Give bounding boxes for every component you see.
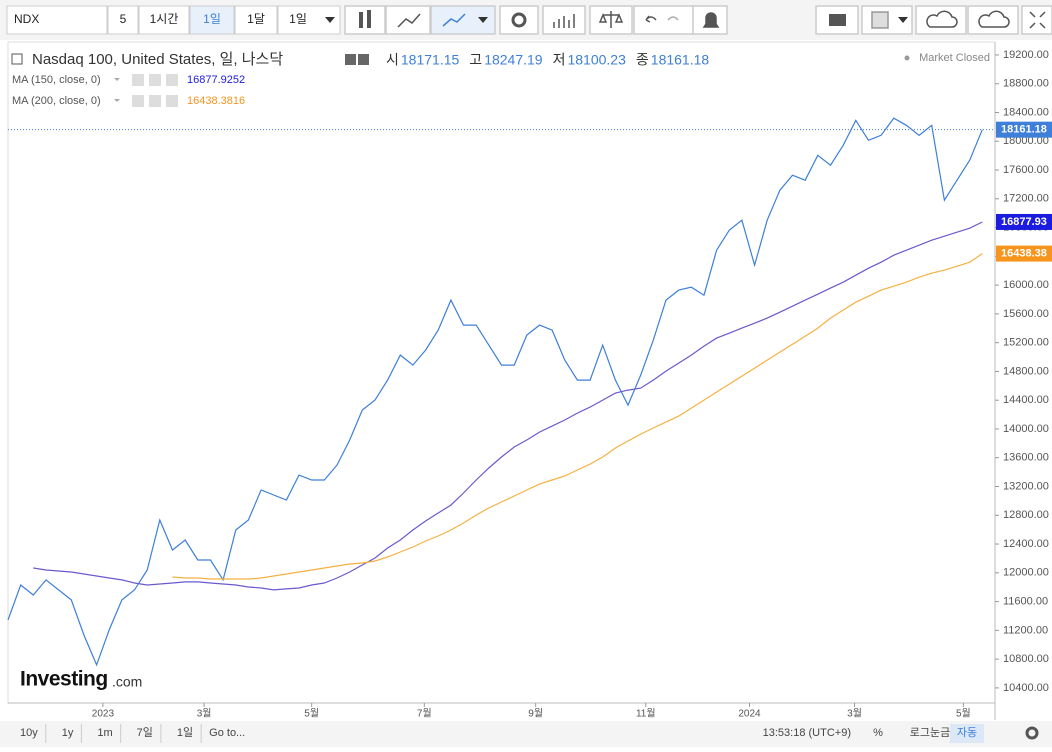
y-tick-label: 18000.00 [1003,135,1049,147]
price-tag-label: 16877.93 [1001,216,1047,228]
logo-suffix: .com [112,674,142,690]
dropdown-arrow [325,17,335,23]
y-tick-label: 11200.00 [1003,624,1048,636]
y-tick-label: 14000.00 [1003,423,1049,435]
y-tick-label: 10400.00 [1003,682,1049,694]
chart-title: Nasdaq 100, United States, 일, 나스닥 [32,51,283,68]
price-tag-label: 16438.38 [1001,247,1047,259]
ma-icon [132,95,144,107]
y-tick-label: 17200.00 [1003,193,1049,205]
ma-name: MA (200, close, 0) [12,95,101,107]
y-tick-label: 15600.00 [1003,308,1049,320]
range-button[interactable]: 7일 [137,725,153,739]
chart-interval-text: 1일 [289,12,307,26]
interval-active: 1일 [203,12,221,26]
ma-value: 16877.9252 [187,74,245,86]
ohlc-label: 저 [553,52,566,68]
interval-month: 1달 [247,12,265,26]
ma-icon [166,74,178,86]
y-tick-label: 18400.00 [1003,106,1049,118]
y-tick-label: 14400.00 [1003,394,1049,406]
price-tag [996,213,1052,230]
ma-icon [132,74,144,86]
settings-icon [1025,726,1039,740]
ma-icon [149,74,161,86]
y-tick-label: 14800.00 [1003,365,1049,377]
auto-bg [950,724,984,743]
interval-input[interactable] [107,5,139,35]
ohlc-value: 18171.15 [401,52,460,68]
ohlc-label: 시 [386,52,399,68]
y-tick-label: 17600.00 [1003,164,1049,176]
series-line [33,221,983,591]
ohlc-value: 18161.18 [651,52,710,68]
range-button[interactable]: 1m [97,727,112,739]
y-tick-label: 13200.00 [1003,480,1049,492]
ma-name: MA (150, close, 0) [12,74,101,86]
price-tag-label: 18161.18 [1001,124,1047,136]
logo: Investing [20,668,108,691]
interval-btn[interactable] [138,5,190,35]
x-tick-label: 3월 [197,708,212,720]
ohlc-label: 고 [469,52,482,68]
interval-btn[interactable] [234,5,278,35]
ma-icon [166,95,178,107]
y-tick-label: 19200.00 [1003,49,1049,61]
x-tick-label: 5월 [956,708,971,720]
goto[interactable]: Go to... [209,727,245,739]
symbol: NDX [14,12,39,26]
tool-icons [344,5,1052,35]
y-tick-label: 18800.00 [1003,78,1049,90]
x-tick-label: 5월 [304,708,319,720]
y-tick-label: 16000.00 [1003,279,1049,291]
y-tick-label: 12400.00 [1003,538,1049,550]
percent-toggle[interactable]: % [873,727,883,739]
y-tick-label: 13600.00 [1003,452,1049,464]
ohlc-label: 종 [636,52,649,68]
x-tick-label: 2024 [738,709,761,720]
collapse-icon[interactable] [11,53,23,65]
status-dot [904,55,910,61]
price-tag [996,121,1052,138]
x-tick-label: 3월 [847,708,862,720]
interval-input-text: 5 [120,12,127,26]
auto-toggle[interactable]: 자동 [957,726,977,739]
ma-dropdown [114,99,120,102]
x-tick-label: 11월 [636,708,656,720]
x-tick-label: 2023 [92,709,115,720]
series-line [7,117,983,667]
range-button[interactable]: 10y [20,727,38,739]
interval-unit: 1시간 [150,12,179,26]
eye-icon [345,54,356,65]
ma-dropdown [114,78,120,81]
gear-icon [358,54,369,65]
plot-area [7,41,996,704]
y-tick-label: 10800.00 [1003,653,1049,665]
series-line [172,253,983,580]
ohlc-value: 18100.23 [567,52,626,68]
range-button[interactable]: 1y [62,727,74,739]
y-tick-label: 11600.00 [1003,595,1048,607]
y-tick-label: 12800.00 [1003,509,1049,521]
y-tick-label: 12000.00 [1003,567,1049,579]
x-tick-label: 9월 [528,708,543,720]
symbol-box[interactable] [6,5,108,35]
bottom-bar [0,721,1052,747]
y-tick-label: 15200.00 [1003,337,1049,349]
market-status: Market Closed [919,52,990,64]
ohlc-value: 18247.19 [484,52,543,68]
price-tag [996,245,1052,262]
log-toggle[interactable]: 로그눈금 [910,726,950,739]
x-tick-label: 7월 [417,708,432,720]
ma-value: 16438.3816 [187,95,245,107]
range-button[interactable]: 1일 [177,725,193,739]
ma-icon [149,95,161,107]
interval-btn[interactable] [189,5,235,35]
clock: 13:53:18 (UTC+9) [763,727,851,739]
